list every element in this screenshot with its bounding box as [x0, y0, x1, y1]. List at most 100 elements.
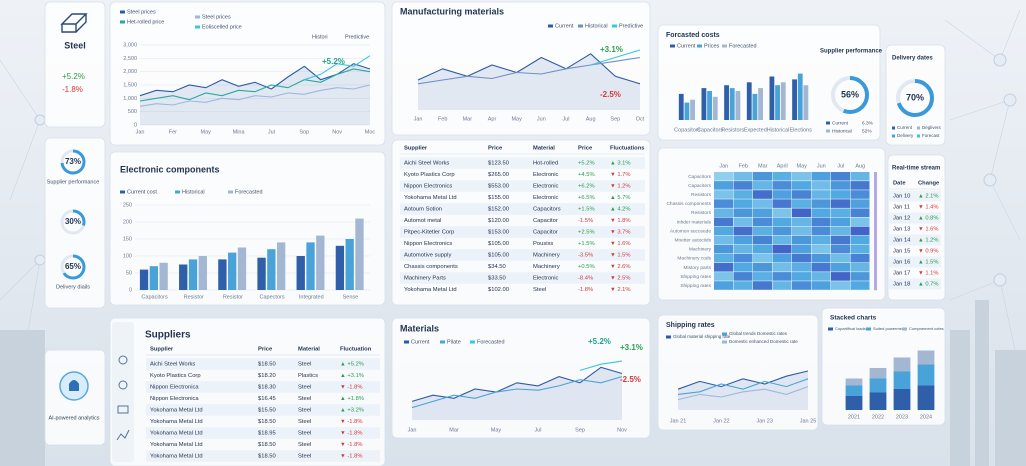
x-tick-label: Expected	[744, 127, 767, 133]
y-tick-label: 0	[134, 122, 137, 128]
table-cell: ▼ 1.6%	[610, 241, 631, 247]
table-cell: Aichi Steel Works	[404, 161, 449, 167]
table-cell: Pousixs	[533, 241, 553, 247]
x-tick-label: Historical	[767, 127, 790, 133]
heatmap-cell	[733, 272, 753, 281]
legend-label: Current	[897, 125, 913, 130]
donut-arc	[896, 79, 934, 117]
heatmap-cell	[850, 253, 870, 263]
bar	[257, 257, 266, 290]
table-cell: $34.50	[488, 264, 506, 270]
heatmap-cell	[811, 263, 831, 272]
electronic-title: Electronic components	[120, 164, 220, 174]
heatmap-cell	[831, 190, 850, 199]
x-tick-label: Jul	[268, 129, 275, 135]
donut-arc	[60, 209, 86, 235]
table-cell: Capacitor	[533, 218, 558, 224]
column-header: Change	[918, 181, 940, 187]
annotation: +3.1%	[620, 343, 643, 352]
table-cell: Jan 14	[893, 238, 911, 244]
line	[590, 49, 641, 66]
heatmap-column: April	[777, 163, 788, 169]
table-cell: $18.20	[258, 373, 276, 379]
heatmap-cell	[850, 244, 870, 254]
bar	[267, 249, 276, 290]
x-tick-label: Apr	[488, 116, 497, 122]
legend-value: 52%	[862, 128, 872, 134]
table-cell: ▼ 1.4%	[918, 205, 939, 211]
stacked-segment	[869, 392, 887, 410]
x-tick-label: Jun	[537, 116, 546, 122]
legend-swatch	[917, 134, 920, 138]
table-cell: ▼ 1.8%	[610, 218, 631, 224]
x-tick-label: Resistors	[721, 127, 744, 133]
x-tick-label: Elections	[790, 127, 813, 133]
heatmap-cell	[792, 190, 811, 199]
bar	[792, 79, 797, 120]
heatmap-cell	[811, 181, 831, 190]
network-node	[983, 173, 997, 187]
heatmap-cell	[850, 281, 870, 290]
legend-label: Current	[677, 43, 696, 49]
heatmap-cell	[850, 226, 870, 236]
steel-card	[44, 1, 106, 128]
materials-panel	[391, 317, 651, 439]
bar	[355, 218, 364, 290]
suppliers-title: Suppliers	[145, 330, 191, 341]
annotation: +5.2%	[322, 57, 345, 66]
stacked-segment	[845, 396, 863, 410]
heatmap-cell	[753, 199, 772, 208]
heatmap-cell	[811, 190, 831, 199]
legend-label: Compnement cotes	[909, 326, 944, 331]
bar	[237, 247, 247, 290]
line	[579, 360, 623, 371]
legend-swatch	[195, 15, 200, 19]
table-cell: Plastics	[298, 373, 318, 379]
heatmap-cell	[850, 190, 870, 199]
heatmap-cell	[753, 281, 772, 290]
building	[975, 300, 989, 466]
heatmap-cell	[772, 272, 792, 281]
forecast-title: Forcasted costs	[666, 32, 720, 39]
heatmap-cell	[850, 172, 870, 181]
table-cell: Electronic	[533, 276, 559, 282]
heatmap-cell	[772, 235, 792, 245]
row-stripe	[146, 404, 380, 416]
legend-label: Forecasted	[477, 339, 505, 345]
row-stripe	[400, 157, 645, 169]
row-stripe	[146, 358, 380, 370]
table-cell: $155.00	[488, 195, 509, 201]
heatmap-cell	[792, 281, 811, 290]
table-cell: -1.5%	[578, 218, 593, 224]
legend-swatch	[175, 190, 180, 194]
x-tick-label: Sep	[575, 427, 585, 433]
heatmap-cell	[850, 208, 870, 217]
table-cell: Steel	[298, 396, 311, 402]
table-cell: +1.5%	[578, 241, 595, 247]
x-tick-label: 2022	[872, 414, 884, 420]
heatmap-cell	[714, 263, 733, 272]
legend-label: Predictive	[619, 23, 643, 29]
heatmap-cell	[714, 235, 733, 245]
x-tick-label: Sop	[299, 129, 309, 135]
x-tick-label: Nov	[617, 427, 627, 433]
column-header: Material	[298, 347, 320, 353]
steel-title: Steel	[64, 40, 86, 50]
table-cell: ▲ 2.1%	[918, 194, 939, 200]
bar	[758, 88, 763, 120]
x-tick-label: Sep	[610, 116, 620, 122]
manufacturing-title: Manufacturing materials	[400, 6, 504, 16]
bar	[797, 73, 803, 120]
line	[677, 370, 809, 390]
heatmap-row: Automon succeede	[670, 228, 711, 234]
heatmap-cell	[831, 199, 850, 208]
heatmap-cell	[753, 181, 772, 190]
legend-swatch	[722, 332, 727, 336]
table-cell: $123.50	[488, 161, 509, 167]
heatmap-cell	[811, 208, 831, 217]
donut-label: 73%	[65, 157, 81, 166]
heatmap-cell	[831, 226, 850, 236]
x-tick-label: Jan 23	[756, 418, 773, 424]
x-tick-label: Jan	[136, 129, 145, 135]
